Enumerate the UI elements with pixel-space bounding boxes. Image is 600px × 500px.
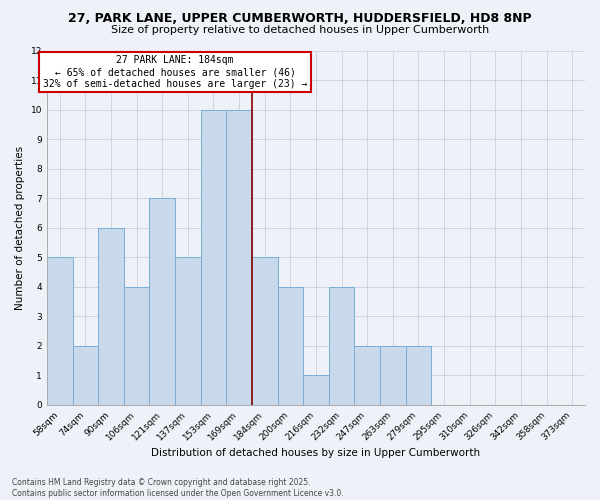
X-axis label: Distribution of detached houses by size in Upper Cumberworth: Distribution of detached houses by size … (151, 448, 481, 458)
Bar (73, 346, 98, 405)
Y-axis label: Number of detached properties: Number of detached properties (15, 146, 25, 310)
Bar (200, 110, 226, 405)
Bar (149, 198, 175, 405)
Bar (380, 346, 406, 405)
Bar (406, 346, 431, 405)
Bar (175, 258, 200, 405)
Text: 27 PARK LANE: 184sqm
← 65% of detached houses are smaller (46)
32% of semi-detac: 27 PARK LANE: 184sqm ← 65% of detached h… (43, 56, 307, 88)
Bar (252, 258, 278, 405)
Text: 27, PARK LANE, UPPER CUMBERWORTH, HUDDERSFIELD, HD8 8NP: 27, PARK LANE, UPPER CUMBERWORTH, HUDDER… (68, 12, 532, 26)
Bar (278, 287, 303, 405)
Text: Size of property relative to detached houses in Upper Cumberworth: Size of property relative to detached ho… (111, 25, 489, 35)
Bar (329, 287, 355, 405)
Bar (124, 287, 149, 405)
Bar (47, 258, 73, 405)
Text: Contains HM Land Registry data © Crown copyright and database right 2025.
Contai: Contains HM Land Registry data © Crown c… (12, 478, 344, 498)
Bar (226, 110, 252, 405)
Bar (98, 228, 124, 405)
Bar (303, 376, 329, 405)
Bar (355, 346, 380, 405)
